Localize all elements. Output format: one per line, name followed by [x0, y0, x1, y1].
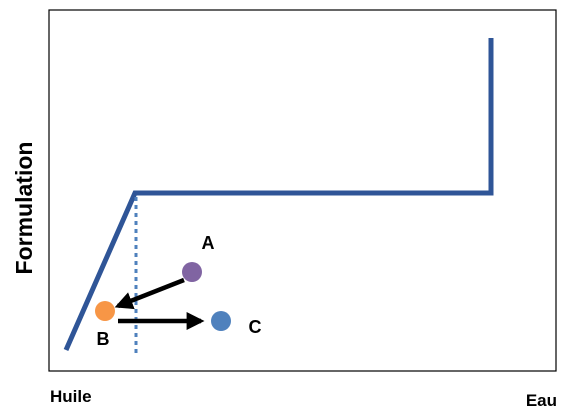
point-b-label: B — [97, 329, 110, 349]
point-a-label: A — [202, 233, 215, 253]
inversion-curve — [63, 38, 494, 352]
y-axis-label: Formulation — [11, 142, 37, 275]
x-axis-left-label: Huile — [50, 387, 92, 406]
point-a-marker — [182, 262, 202, 282]
point-c-label: C — [249, 317, 262, 337]
point-c-marker — [211, 311, 231, 331]
point-b-marker — [95, 301, 115, 321]
arrow-a-to-b — [114, 277, 185, 310]
x-axis-right-label: Eau — [526, 391, 557, 410]
plot-frame — [48, 9, 557, 372]
